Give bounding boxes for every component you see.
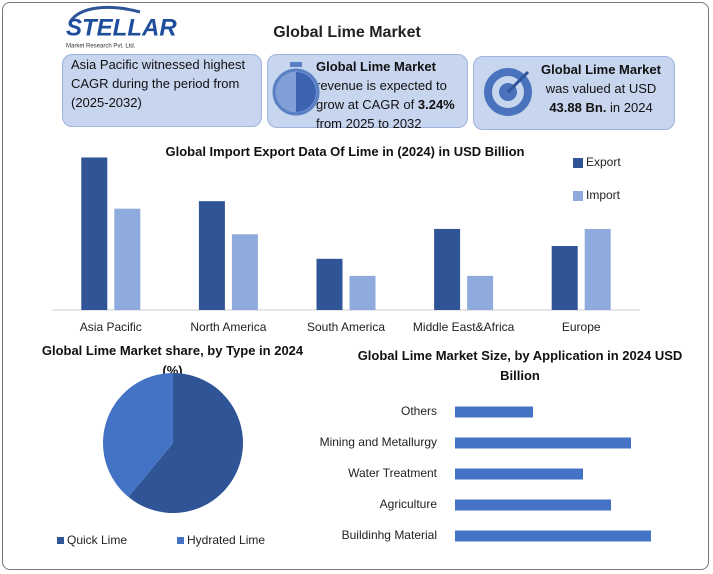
bar	[81, 157, 108, 310]
bar	[455, 468, 583, 480]
logo-swoosh	[68, 5, 141, 23]
bar	[316, 258, 343, 310]
chart-title: Global Lime Market Size, by Application …	[357, 348, 683, 383]
legend-label: Export	[586, 155, 621, 169]
x-tick-label: North America	[190, 320, 266, 334]
pie-slice	[128, 373, 244, 513]
x-tick-label: Middle East&Africa	[413, 320, 515, 334]
stat-box: Global Lime Market revenue is expected t…	[267, 54, 468, 131]
stat-bold: Global Lime Market	[316, 59, 436, 74]
x-tick-label: Europe	[562, 320, 601, 334]
y-tick-label: Agriculture	[380, 497, 438, 511]
bar	[231, 234, 258, 310]
logo-tagline: Market Research Pvt. Ltd.	[66, 44, 136, 50]
bar	[455, 499, 611, 511]
bar	[467, 275, 494, 310]
bar	[434, 228, 461, 310]
legend-swatch	[177, 537, 184, 544]
stat-box: Asia Pacific witnessed highest CAGR duri…	[62, 54, 262, 127]
legend-swatch	[573, 191, 583, 201]
stat-text: in 2024	[606, 100, 653, 115]
stat-text: from 2025 to 2032	[316, 116, 422, 131]
legend-label: Import	[586, 188, 621, 202]
stat-bold: 3.24%	[417, 97, 455, 112]
bar	[455, 437, 631, 449]
stat-bold: Global Lime Market	[541, 62, 661, 77]
legend-label: Quick Lime	[67, 533, 127, 547]
bar	[455, 406, 533, 418]
bar	[114, 208, 141, 310]
bar	[551, 246, 578, 310]
stat-text: revenue is expected to grow at CAGR of	[316, 78, 447, 112]
bar	[198, 201, 225, 310]
y-tick-label: Buildinhg Material	[342, 528, 437, 542]
bar	[584, 228, 611, 310]
stat-bold: 43.88 Bn.	[549, 100, 607, 115]
logo: STELLAR	[66, 14, 177, 41]
x-tick-label: South America	[307, 320, 385, 334]
legend-swatch	[573, 158, 583, 168]
legend-swatch	[57, 537, 64, 544]
pie-slice	[103, 373, 173, 497]
stat-text: Asia Pacific witnessed highest CAGR duri…	[71, 57, 246, 110]
y-tick-label: Mining and Metallurgy	[320, 435, 437, 449]
chart-title: Global Import Export Data Of Lime in (20…	[165, 144, 525, 159]
legend-label: Hydrated Lime	[187, 533, 265, 547]
bar	[349, 275, 376, 310]
stat-text: was valued at USD	[545, 81, 657, 96]
y-tick-label: Others	[401, 404, 437, 418]
bar	[455, 530, 651, 542]
y-tick-label: Water Treatment	[348, 466, 438, 480]
page-title: Global Lime Market	[273, 24, 421, 41]
x-tick-label: Asia Pacific	[80, 320, 142, 334]
